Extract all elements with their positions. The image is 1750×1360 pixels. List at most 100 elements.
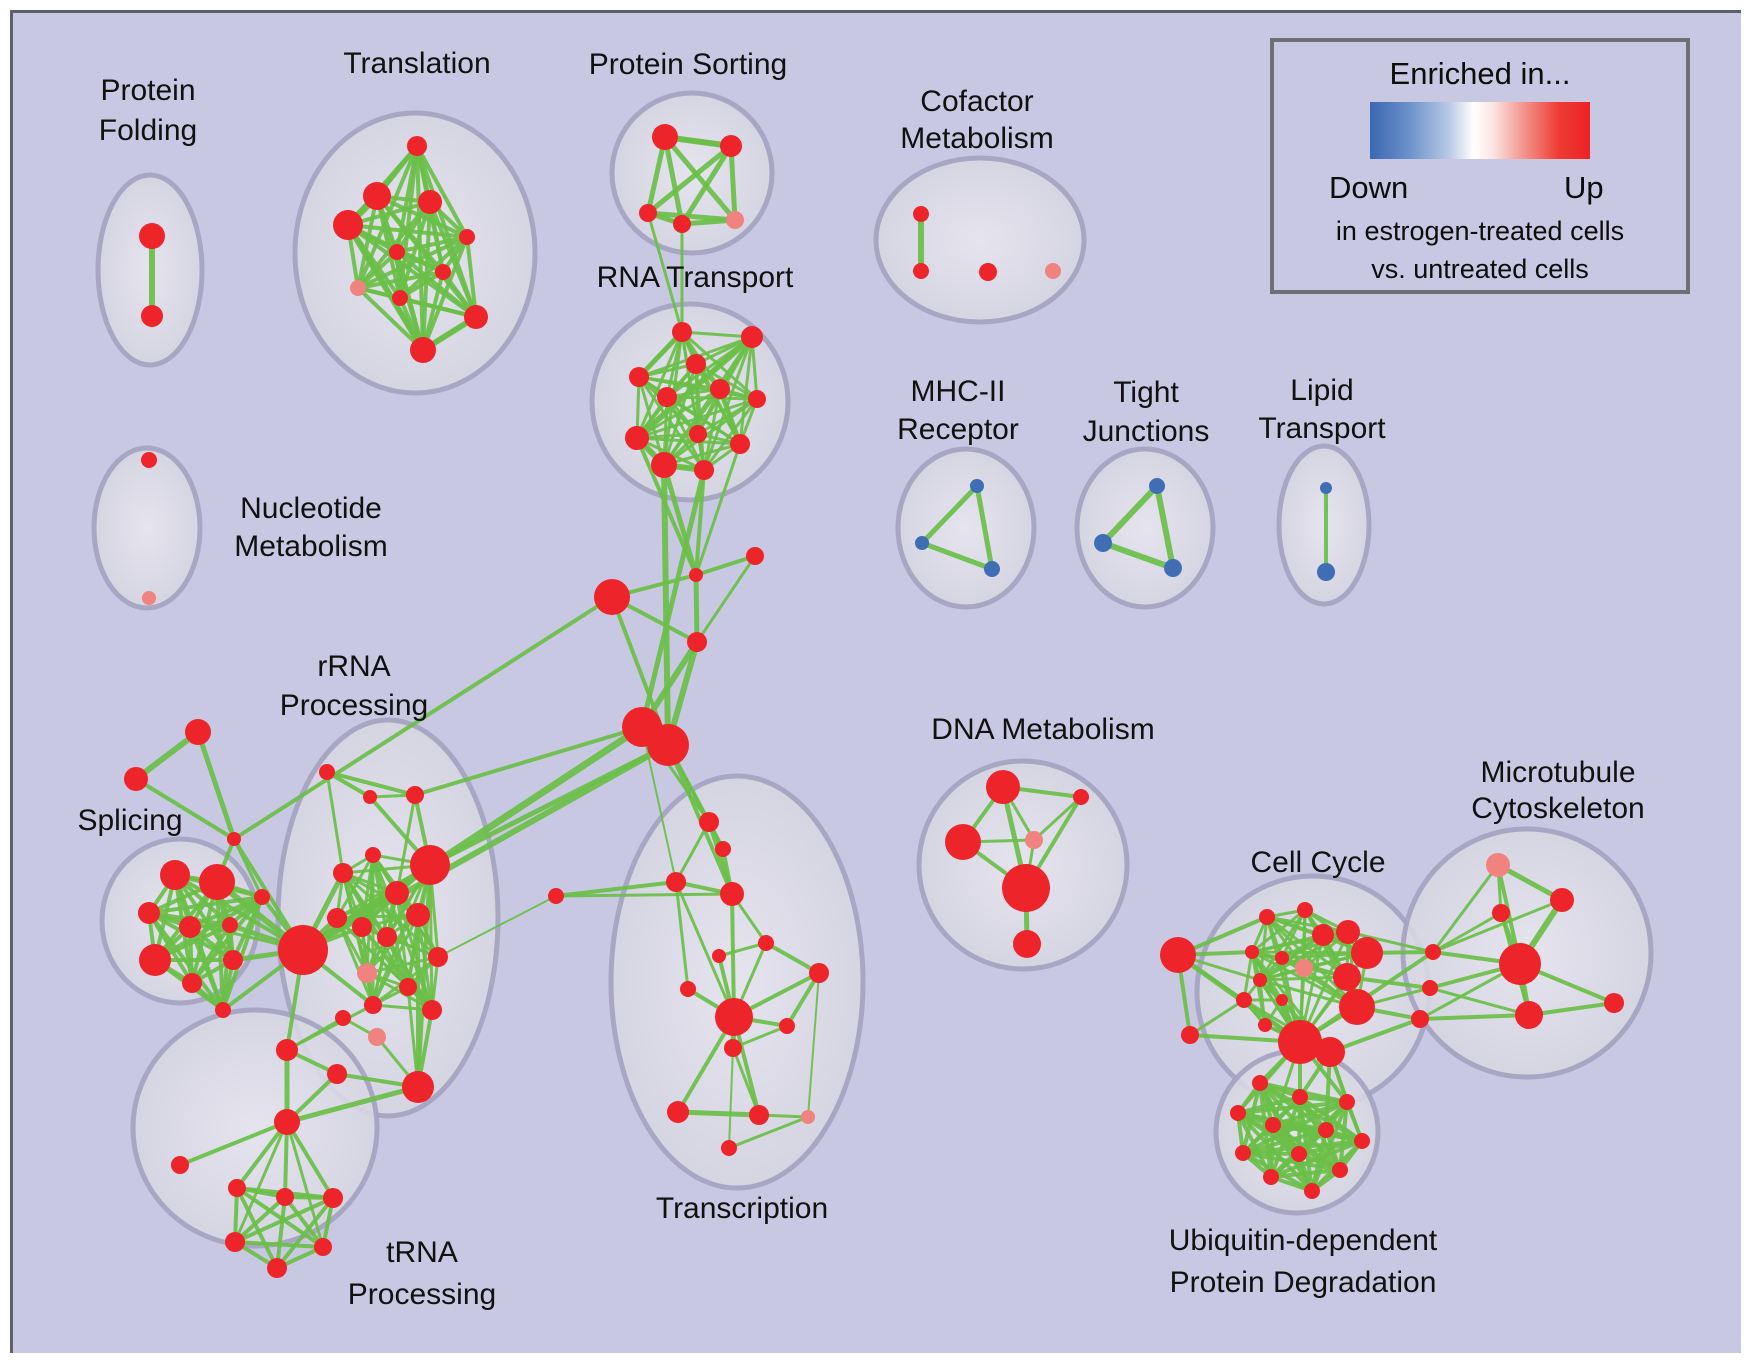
network-node[interactable] [278,925,328,975]
network-node[interactable] [1160,937,1196,973]
network-node[interactable] [986,770,1020,804]
network-node[interactable] [749,1105,769,1125]
network-node[interactable] [215,1002,231,1018]
network-node[interactable] [352,917,372,937]
network-node[interactable] [323,1188,343,1208]
network-node[interactable] [667,1101,689,1123]
network-node[interactable] [1025,831,1043,849]
network-node[interactable] [726,211,744,229]
network-node[interactable] [406,903,430,927]
network-node[interactable] [657,387,677,407]
network-node[interactable] [1604,993,1624,1013]
network-node[interactable] [548,888,564,904]
network-node[interactable] [357,963,377,983]
network-node[interactable] [138,902,160,924]
network-node[interactable] [276,1188,294,1206]
network-node[interactable] [227,832,241,846]
network-node[interactable] [746,547,764,565]
network-node[interactable] [435,264,451,280]
network-node[interactable] [1149,478,1165,494]
network-node[interactable] [335,1010,351,1026]
network-node[interactable] [720,882,744,906]
network-node[interactable] [267,1258,287,1278]
network-node[interactable] [459,229,475,245]
network-node[interactable] [1235,1145,1251,1161]
network-node[interactable] [222,917,238,933]
network-node[interactable] [625,426,649,450]
network-node[interactable] [333,210,363,240]
network-node[interactable] [1263,1169,1279,1185]
network-node[interactable] [1315,1037,1345,1067]
network-node[interactable] [1181,1026,1199,1044]
network-node[interactable] [199,864,235,900]
network-node[interactable] [680,981,696,997]
network-node[interactable] [171,1156,189,1174]
network-node[interactable] [594,579,630,615]
network-node[interactable] [1002,864,1050,912]
network-node[interactable] [741,326,763,348]
network-node[interactable] [399,978,417,996]
network-node[interactable] [407,136,427,156]
network-node[interactable] [428,947,448,967]
network-node[interactable] [945,824,981,860]
network-node[interactable] [385,881,409,905]
network-node[interactable] [363,182,391,210]
network-node[interactable] [1275,951,1289,965]
network-node[interactable] [1258,1018,1272,1032]
network-node[interactable] [1486,853,1510,877]
network-node[interactable] [1013,930,1041,958]
network-node[interactable] [720,135,742,157]
network-node[interactable] [758,935,774,951]
network-node[interactable] [1230,1105,1246,1121]
network-node[interactable] [392,290,408,306]
network-node[interactable] [1351,937,1383,969]
network-node[interactable] [410,845,450,885]
network-node[interactable] [142,591,156,605]
network-node[interactable] [1317,563,1335,581]
network-node[interactable] [223,950,243,970]
network-node[interactable] [139,223,165,249]
network-node[interactable] [1336,920,1360,944]
network-node[interactable] [1515,1001,1543,1029]
network-node[interactable] [1333,963,1361,991]
network-node[interactable] [363,790,377,804]
network-node[interactable] [710,379,730,399]
network-node[interactable] [1045,263,1061,279]
network-node[interactable] [327,1064,347,1084]
network-node[interactable] [1291,1146,1307,1162]
network-node[interactable] [715,998,753,1036]
network-node[interactable] [1245,945,1259,959]
network-node[interactable] [464,305,488,329]
network-node[interactable] [1094,534,1112,552]
network-node[interactable] [228,1179,246,1197]
network-node[interactable] [712,949,726,963]
network-node[interactable] [979,263,997,281]
network-node[interactable] [1304,1183,1320,1199]
network-node[interactable] [141,452,157,468]
network-node[interactable] [1339,989,1375,1025]
network-node[interactable] [1492,904,1510,922]
network-node[interactable] [715,841,731,857]
network-node[interactable] [970,479,984,493]
network-node[interactable] [1278,1020,1322,1064]
network-node[interactable] [724,1039,742,1057]
network-node[interactable] [274,1109,300,1135]
network-node[interactable] [422,1000,442,1020]
network-node[interactable] [1339,1094,1355,1110]
network-node[interactable] [1550,888,1574,912]
network-node[interactable] [1259,909,1275,925]
network-node[interactable] [1425,944,1441,960]
network-node[interactable] [1422,980,1438,996]
network-node[interactable] [1332,1162,1348,1178]
network-node[interactable] [666,872,686,892]
network-node[interactable] [689,425,707,443]
network-node[interactable] [254,889,270,905]
network-node[interactable] [327,908,347,928]
network-node[interactable] [652,124,678,150]
network-node[interactable] [364,996,382,1014]
network-node[interactable] [1320,482,1332,494]
network-node[interactable] [377,927,397,947]
network-node[interactable] [801,1110,815,1124]
network-node[interactable] [418,190,442,214]
network-node[interactable] [913,263,929,279]
